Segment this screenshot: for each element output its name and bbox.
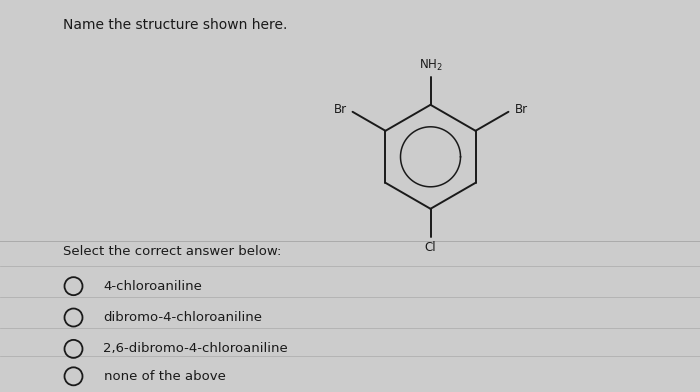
Text: Cl: Cl bbox=[425, 241, 436, 254]
Text: dibromo-4-chloroaniline: dibromo-4-chloroaniline bbox=[104, 311, 262, 324]
Text: 4-chloroaniline: 4-chloroaniline bbox=[104, 279, 202, 293]
Text: 2,6-dibromo-4-chloroaniline: 2,6-dibromo-4-chloroaniline bbox=[104, 342, 288, 356]
Text: Br: Br bbox=[514, 103, 528, 116]
Text: none of the above: none of the above bbox=[104, 370, 225, 383]
Text: Br: Br bbox=[333, 103, 346, 116]
Text: Select the correct answer below:: Select the correct answer below: bbox=[63, 245, 281, 258]
Text: NH$_2$: NH$_2$ bbox=[419, 58, 442, 73]
Text: Name the structure shown here.: Name the structure shown here. bbox=[63, 18, 288, 32]
